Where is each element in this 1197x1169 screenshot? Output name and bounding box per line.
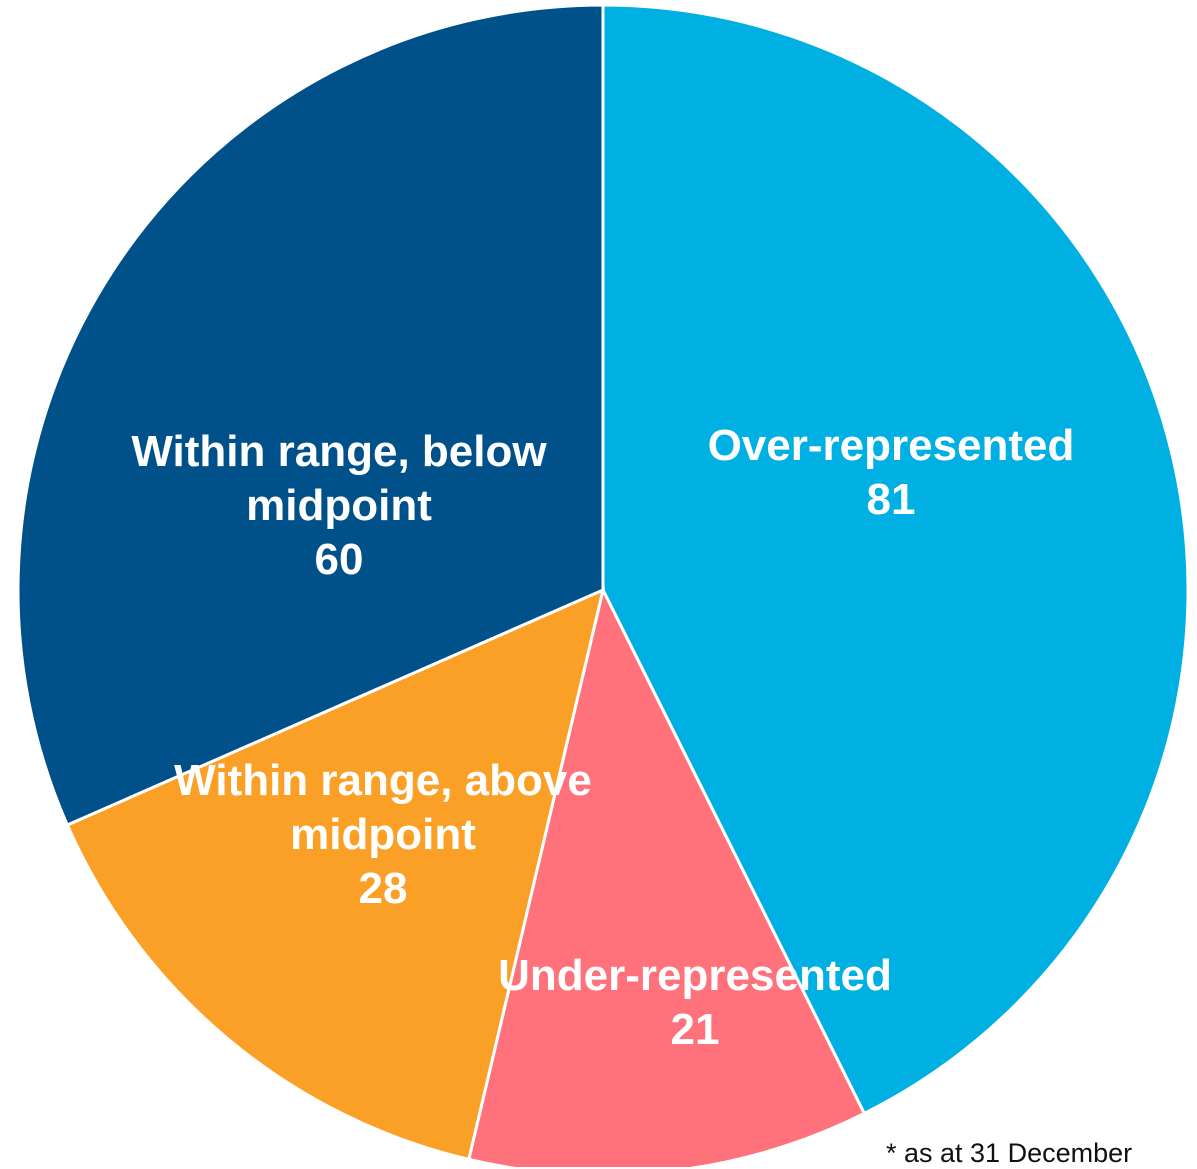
pie-slices [16,3,1190,1167]
slice-value: 21 [671,1005,720,1054]
slice-label-line: midpoint [290,810,476,859]
footnote: * as at 31 December [886,1138,1133,1168]
pie-labels: Over-represented 81 Under-represented 21 Wit… [131,421,1074,1054]
slice-label-within-range-above-midpoint: Within range, above midpoint 28 [174,756,592,913]
slice-label-under-represented: Under-represented 21 [498,951,892,1054]
slice-value: 60 [315,535,364,584]
slice-value: 28 [359,864,408,913]
pie-slice-within-range-above-midpoint [65,587,606,1162]
slice-label-line: Within range, above [174,756,592,805]
slice-label-over-represented: Over-represented 81 [708,421,1075,524]
slice-label-line: Within range, below [131,427,547,476]
slice-label-line: Over-represented [708,421,1075,470]
slice-label-line: Under-represented [498,951,892,1000]
pie-slice-under-represented [466,585,867,1167]
slice-label-line: midpoint [246,481,432,530]
pie-slice-within-range-below-midpoint [16,3,605,827]
slice-value: 81 [867,475,916,524]
slice-label-within-range-below-midpoint: Within range, below midpoint 60 [131,427,547,584]
pie-slice-over-represented [601,3,1190,1116]
